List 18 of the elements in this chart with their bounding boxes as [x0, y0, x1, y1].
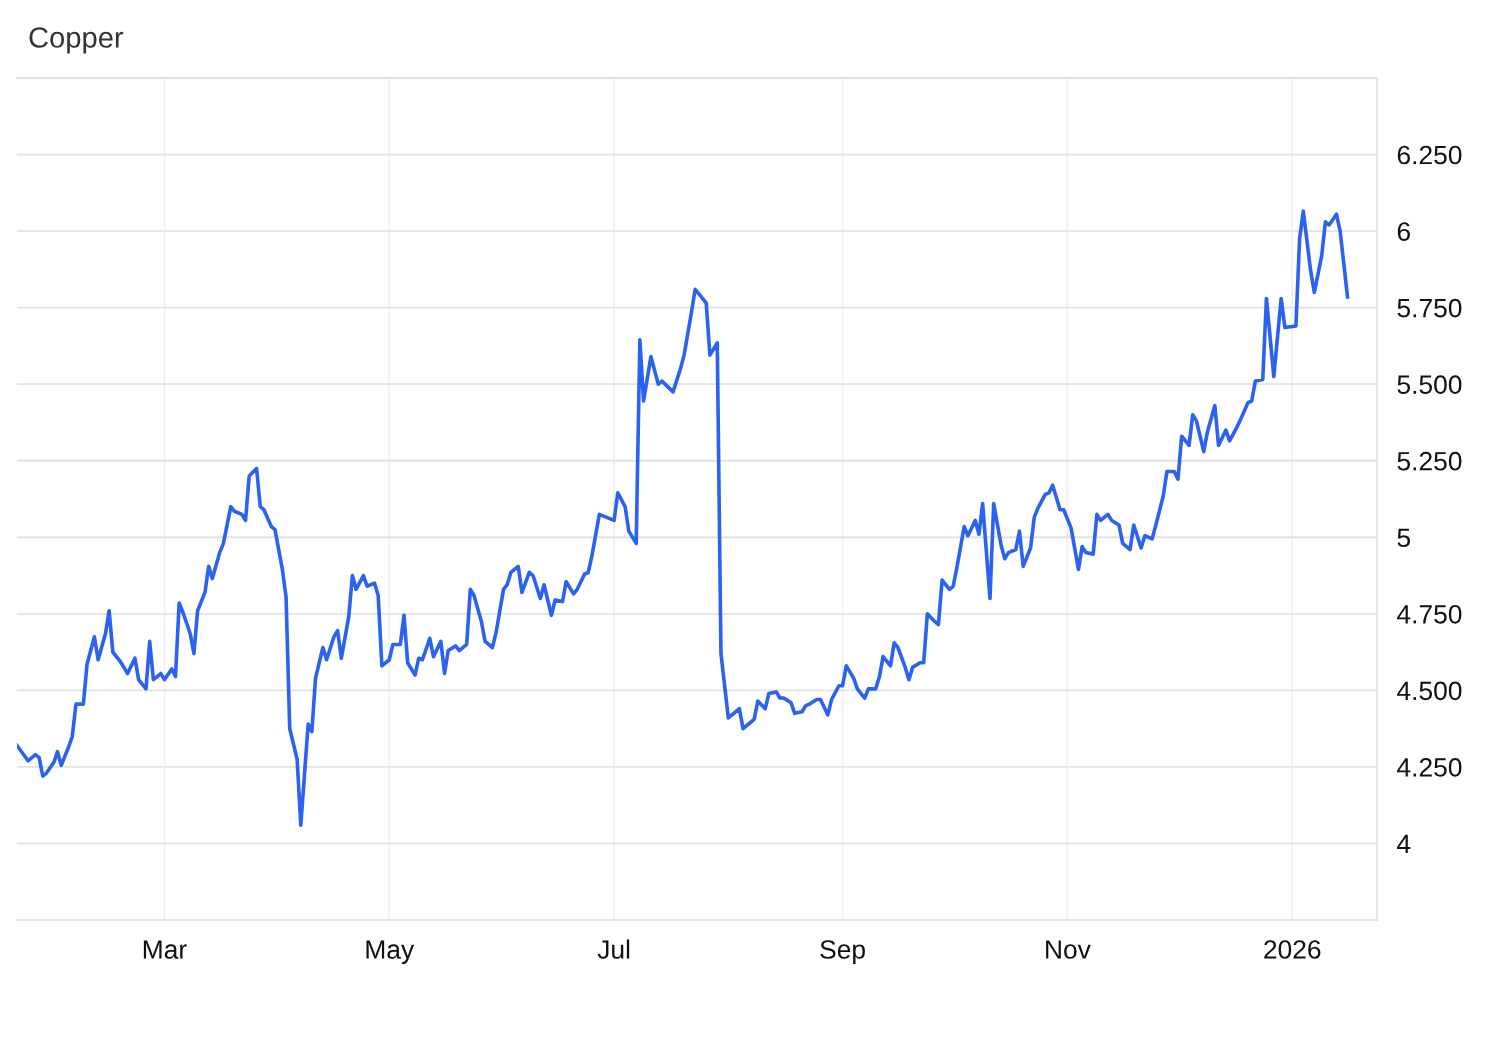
- y-tick-label: 6.250: [1397, 145, 1462, 165]
- y-tick-label: 5.250: [1397, 451, 1462, 471]
- x-tick-label: Sep: [820, 940, 865, 965]
- line-series: [17, 209, 1350, 827]
- chart-title: Copper: [29, 27, 124, 54]
- y-tick-label: 5.750: [1397, 298, 1462, 318]
- y-tick-label: 4.750: [1397, 604, 1462, 624]
- x-tick-label: Mar: [143, 940, 187, 959]
- y-tick-label: 6: [1397, 222, 1410, 241]
- x-tick-label: May: [366, 940, 415, 965]
- y-tick-label: 4: [1397, 834, 1411, 854]
- x-tick-label: 2026: [1264, 940, 1321, 959]
- y-tick-label: 4.250: [1397, 758, 1462, 777]
- y-tick-label: 4.500: [1397, 681, 1462, 701]
- x-tick-label: Jul: [597, 939, 630, 959]
- y-tick-label: 5.500: [1397, 375, 1462, 394]
- x-tick-label: Nov: [1046, 940, 1091, 959]
- y-tick-label: 5: [1397, 528, 1411, 548]
